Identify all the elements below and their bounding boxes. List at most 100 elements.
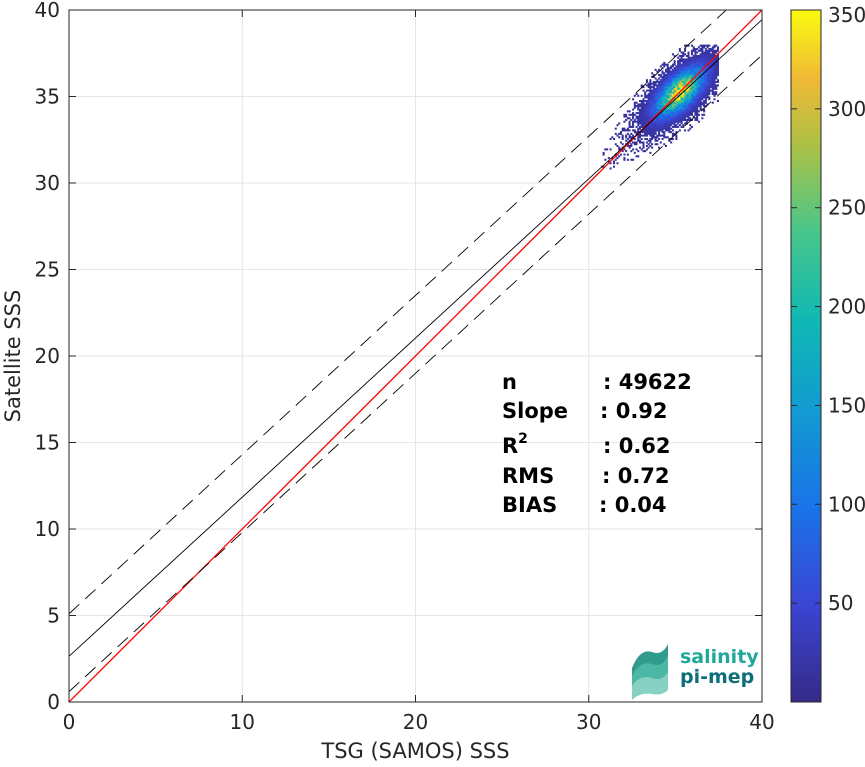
x-tick-label: 10 xyxy=(230,710,255,734)
density-bin xyxy=(651,134,654,137)
density-bin xyxy=(661,99,664,102)
density-bin xyxy=(664,118,668,122)
density-bin xyxy=(663,87,666,90)
density-bin xyxy=(678,58,681,61)
density-bin xyxy=(644,122,647,125)
density-bin xyxy=(644,117,647,120)
density-bin xyxy=(651,124,654,127)
density-bin xyxy=(663,113,666,116)
density-bin xyxy=(666,86,669,89)
density-bin xyxy=(716,84,719,87)
density-bin xyxy=(661,131,664,134)
stat-label-superscript: 2 xyxy=(518,431,528,447)
density-bin xyxy=(680,86,683,89)
density-bin xyxy=(649,132,652,135)
density-bin xyxy=(708,51,711,54)
density-bin xyxy=(678,105,681,108)
density-bin xyxy=(673,106,676,109)
density-bin xyxy=(680,68,683,71)
density-bin xyxy=(670,93,673,96)
density-bin xyxy=(645,101,648,104)
density-bin xyxy=(710,74,713,77)
density-bin xyxy=(607,157,610,160)
stat-value: : 49622 xyxy=(603,370,692,394)
density-bin xyxy=(706,65,709,68)
density-bin xyxy=(637,155,640,158)
density-bin xyxy=(682,74,685,77)
density-bin xyxy=(701,89,704,92)
density-bin xyxy=(645,89,648,92)
density-bin xyxy=(659,105,662,108)
density-bin xyxy=(671,77,674,80)
density-bin xyxy=(682,98,685,101)
density-bin xyxy=(661,91,664,94)
density-bin xyxy=(689,56,692,59)
density-bin xyxy=(661,86,664,89)
density-bin xyxy=(668,127,671,130)
density-bin xyxy=(618,132,621,135)
density-bin xyxy=(658,115,661,118)
density-bin xyxy=(694,98,697,101)
density-bin xyxy=(633,113,636,116)
density-bin xyxy=(637,105,640,108)
density-bin xyxy=(677,118,680,122)
density-bin xyxy=(703,53,706,56)
density-bin xyxy=(651,98,654,101)
density-bin xyxy=(713,65,716,68)
density-bin xyxy=(642,89,645,92)
density-bin xyxy=(663,124,666,127)
density-bin xyxy=(647,113,650,116)
density-bin xyxy=(697,63,700,66)
density-bin xyxy=(654,136,657,139)
density-bin xyxy=(687,84,690,87)
density-bin xyxy=(645,148,648,151)
density-bin xyxy=(692,115,695,118)
density-bin xyxy=(696,98,699,101)
density-bin xyxy=(658,132,661,135)
density-bin xyxy=(703,68,706,71)
density-bin xyxy=(677,101,680,104)
density-bin xyxy=(628,144,631,147)
density-bin xyxy=(651,103,654,106)
density-bin xyxy=(663,143,666,146)
density-bin xyxy=(633,131,636,134)
density-bin xyxy=(645,122,648,125)
density-bin xyxy=(689,106,692,109)
density-bin xyxy=(708,60,711,63)
density-bin xyxy=(675,79,678,82)
density-bin xyxy=(664,75,668,78)
density-bin xyxy=(658,103,661,106)
density-bin xyxy=(637,134,640,137)
density-bin xyxy=(680,54,683,58)
density-bin xyxy=(647,124,650,127)
density-bin xyxy=(661,63,664,66)
density-bin xyxy=(656,91,659,94)
density-bin xyxy=(659,89,662,92)
density-bin xyxy=(628,134,631,137)
density-bin xyxy=(649,125,652,128)
density-bin xyxy=(692,87,695,90)
density-bin xyxy=(713,63,716,66)
density-bin xyxy=(666,108,669,111)
density-bin xyxy=(675,70,678,73)
density-bin xyxy=(666,129,669,132)
density-bin xyxy=(642,112,645,115)
density-bin xyxy=(638,112,642,115)
density-bin xyxy=(699,72,702,75)
density-bin xyxy=(661,96,664,99)
density-bin xyxy=(633,141,636,144)
density-bin xyxy=(689,124,692,127)
density-bin xyxy=(675,108,678,111)
density-bin xyxy=(664,94,668,97)
density-bin xyxy=(654,103,657,106)
density-bin xyxy=(677,68,680,71)
density-bin xyxy=(661,101,664,104)
density-bin xyxy=(715,63,718,66)
density-bin xyxy=(673,105,676,108)
density-bin xyxy=(685,108,688,111)
density-bin xyxy=(625,150,628,153)
density-bin xyxy=(640,125,643,128)
density-bin xyxy=(678,48,681,51)
